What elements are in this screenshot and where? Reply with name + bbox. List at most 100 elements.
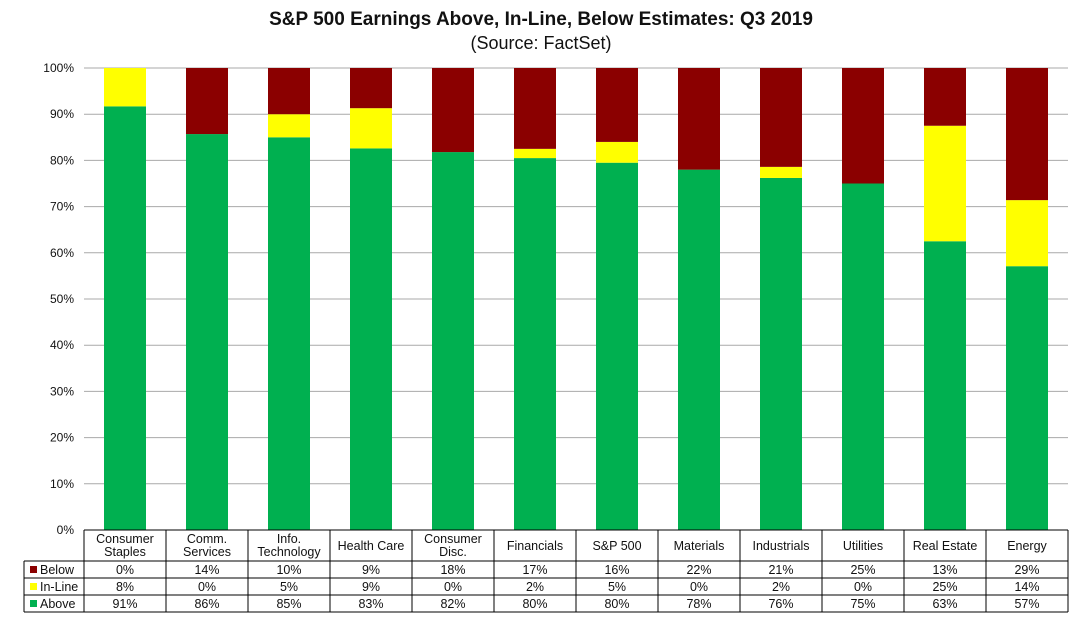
bar-segment-in-line — [350, 108, 392, 149]
data-label: 9% — [362, 580, 380, 594]
bar-segment-above — [842, 183, 884, 530]
bar-segment-below — [186, 68, 228, 135]
x-tick-label: Real Estate — [913, 539, 978, 553]
data-label: 63% — [932, 597, 957, 611]
x-tick-label: Industrials — [753, 539, 810, 553]
data-label: 10% — [276, 563, 301, 577]
data-label: 0% — [198, 580, 216, 594]
bars — [84, 68, 1068, 531]
bar-segment-in-line — [514, 148, 556, 159]
x-tick-label: S&P 500 — [592, 539, 641, 553]
data-label: 0% — [854, 580, 872, 594]
bar-segment-in-line — [268, 114, 310, 138]
x-tick-label: Health Care — [338, 539, 405, 553]
x-tick-label: Comm. — [187, 532, 227, 546]
data-label: 0% — [690, 580, 708, 594]
data-table: ConsumerStaplesComm.ServicesInfo.Technol… — [23, 530, 1069, 613]
bar-segment-above — [514, 158, 556, 530]
data-label: 91% — [112, 597, 137, 611]
bar-segment-above — [268, 137, 310, 531]
data-label: 9% — [362, 563, 380, 577]
bar-segment-below — [924, 68, 966, 126]
legend-label: In-Line — [40, 580, 78, 594]
data-label: 17% — [522, 563, 547, 577]
x-tick-label: Services — [183, 545, 231, 559]
data-label: 8% — [116, 580, 134, 594]
bar-segment-below — [678, 68, 720, 170]
x-tick-label: Financials — [507, 539, 563, 553]
data-label: 13% — [932, 563, 957, 577]
x-tick-label: Materials — [674, 539, 725, 553]
data-label: 16% — [604, 563, 629, 577]
y-tick-label: 50% — [50, 292, 74, 306]
bar-segment-in-line — [1006, 200, 1048, 267]
y-axis-ticks: 0% 10% 20% 30% 40% 50% 60% 70% 80% 90% 100% — [43, 61, 74, 537]
chart-title: S&P 500 Earnings Above, In-Line, Below E… — [269, 9, 813, 30]
bar-segment-below — [596, 68, 638, 142]
x-tick-label: Utilities — [843, 539, 883, 553]
y-tick-label: 100% — [43, 61, 74, 75]
chart-subtitle: (Source: FactSet) — [470, 33, 611, 53]
bar-segment-in-line — [760, 166, 802, 178]
x-tick-label: Consumer — [424, 532, 482, 546]
bar-segment-above — [350, 148, 392, 530]
bar-segment-below — [514, 68, 556, 149]
x-tick-label: Staples — [104, 545, 146, 559]
data-label: 85% — [276, 597, 301, 611]
data-label: 5% — [608, 580, 626, 594]
data-label: 76% — [768, 597, 793, 611]
bar-segment-below — [1006, 68, 1048, 201]
y-tick-label: 30% — [50, 384, 74, 398]
data-label: 2% — [526, 580, 544, 594]
data-label: 22% — [686, 563, 711, 577]
y-tick-label: 80% — [50, 153, 74, 167]
y-tick-label: 90% — [50, 107, 74, 121]
data-label: 5% — [280, 580, 298, 594]
data-label: 14% — [194, 563, 219, 577]
y-tick-label: 20% — [50, 431, 74, 445]
bar-segment-below — [350, 68, 392, 109]
y-tick-label: 60% — [50, 246, 74, 260]
legend-label: Below — [40, 563, 75, 577]
data-label: 83% — [358, 597, 383, 611]
legend-key-below — [30, 566, 37, 573]
x-tick-label: Info. — [277, 532, 301, 546]
bar-segment-below — [432, 68, 474, 153]
gridlines — [84, 67, 1068, 531]
bar-segment-above — [760, 177, 802, 530]
bar-segment-above — [432, 152, 474, 531]
data-label: 0% — [116, 563, 134, 577]
x-tick-label: Consumer — [96, 532, 154, 546]
data-label: 21% — [768, 563, 793, 577]
data-label: 2% — [772, 580, 790, 594]
data-label: 57% — [1014, 597, 1039, 611]
data-label: 82% — [440, 597, 465, 611]
bar-segment-above — [924, 241, 966, 530]
bar-segment-above — [1006, 266, 1048, 530]
data-label: 25% — [850, 563, 875, 577]
y-tick-label: 10% — [50, 477, 74, 491]
bar-segment-above — [678, 169, 720, 530]
data-label: 29% — [1014, 563, 1039, 577]
y-tick-label: 0% — [57, 523, 75, 537]
bar-segment-above — [596, 162, 638, 530]
bar-segment-in-line — [596, 141, 638, 163]
y-tick-label: 40% — [50, 338, 74, 352]
x-tick-label: Energy — [1007, 539, 1047, 553]
y-tick-label: 70% — [50, 200, 74, 214]
data-label: 0% — [444, 580, 462, 594]
data-label: 78% — [686, 597, 711, 611]
data-label: 86% — [194, 597, 219, 611]
bar-segment-in-line — [924, 125, 966, 242]
x-tick-label: Disc. — [439, 545, 467, 559]
bar-segment-above — [104, 106, 146, 530]
data-label: 18% — [440, 563, 465, 577]
bar-segment-above — [186, 134, 228, 531]
data-label: 25% — [932, 580, 957, 594]
data-label: 75% — [850, 597, 875, 611]
data-label: 80% — [604, 597, 629, 611]
bar-segment-in-line — [104, 68, 146, 107]
bar-segment-below — [268, 68, 310, 115]
legend-key-above — [30, 600, 37, 607]
